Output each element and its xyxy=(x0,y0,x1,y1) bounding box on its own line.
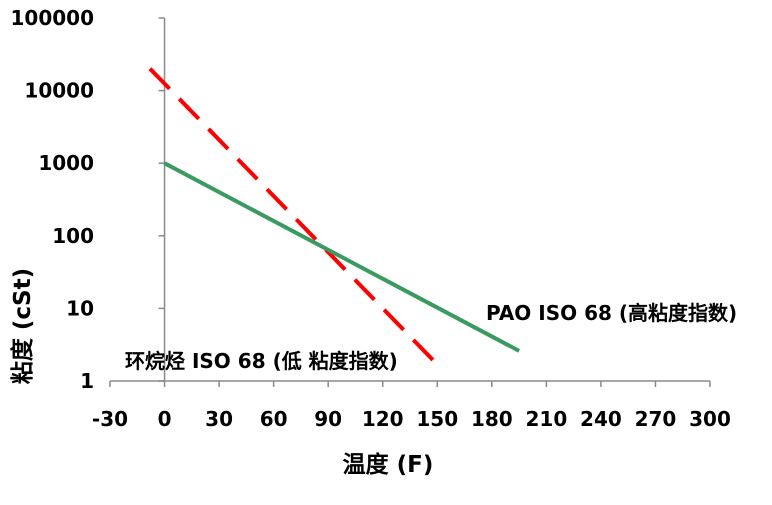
series-line-naphthenic xyxy=(148,67,443,370)
x-tick-label: -30 xyxy=(92,407,128,431)
x-tick-label: 270 xyxy=(635,407,677,431)
y-tick-label: 1 xyxy=(80,369,94,393)
annotation-pao: PAO ISO 68 (高粘度指数) xyxy=(486,301,737,325)
annotation-naphthenic: 环烷烃 ISO 68 (低 粘度指数) xyxy=(125,349,398,373)
y-tick-label: 100 xyxy=(52,224,94,248)
x-tick-label: 60 xyxy=(260,407,288,431)
x-tick-label: 120 xyxy=(362,407,404,431)
tick-labels: 1 10 100 1000 10000 100000 -30 0 30 60 90 120 150 180… xyxy=(11,6,731,431)
x-tick-label: 210 xyxy=(525,407,567,431)
y-tick-label: 10000 xyxy=(24,79,94,103)
y-tick-label: 1000 xyxy=(38,151,94,175)
x-tick-label: 300 xyxy=(689,407,731,431)
x-tick-label: 90 xyxy=(314,407,342,431)
x-tick-label: 0 xyxy=(158,407,172,431)
x-tick-label: 150 xyxy=(416,407,458,431)
x-tick-label: 180 xyxy=(471,407,513,431)
x-axis-title: 温度 (F) xyxy=(343,451,434,478)
y-tick-label: 100000 xyxy=(11,6,95,30)
x-tick-label: 30 xyxy=(205,407,233,431)
x-tick-label: 240 xyxy=(580,407,622,431)
y-tick-label: 10 xyxy=(66,296,94,320)
series-layer xyxy=(148,67,521,370)
y-axis-title: 粘度 (cSt) xyxy=(9,268,36,384)
axes xyxy=(109,17,711,387)
series-line-pao xyxy=(163,161,521,353)
